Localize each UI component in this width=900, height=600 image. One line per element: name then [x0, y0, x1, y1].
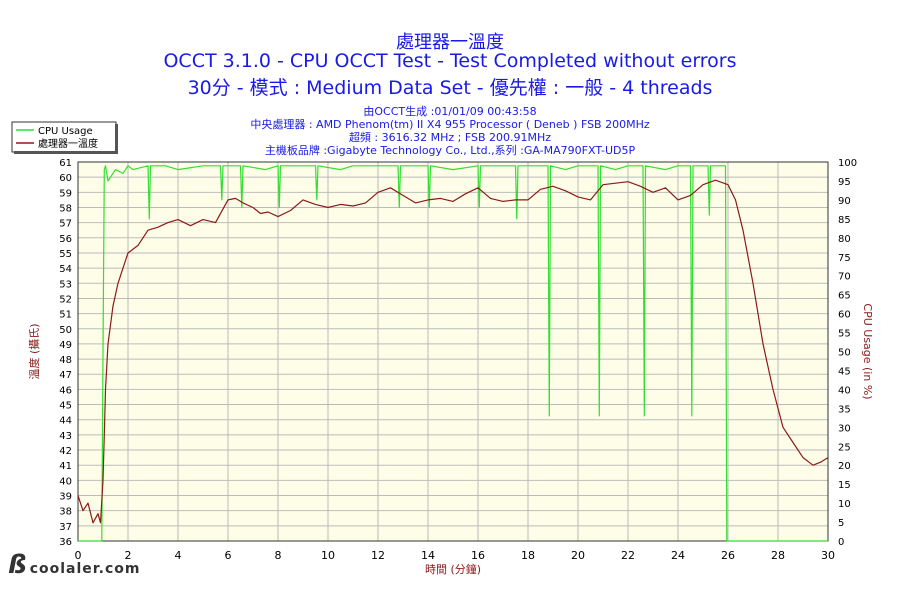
watermark-logo: ß coolaler.com [8, 550, 141, 580]
x-tick-label: 26 [721, 549, 735, 562]
y-left-tick-label: 41 [59, 461, 72, 472]
x-tick-label: 14 [421, 549, 435, 562]
x-tick-label: 18 [521, 549, 535, 562]
y-right-tick-label: 15 [838, 480, 851, 491]
y-left-tick-label: 61 [59, 158, 72, 169]
y-left-tick-label: 54 [59, 264, 72, 275]
y-right-tick-label: 70 [838, 272, 851, 283]
chart-title-line1: 處理器一溫度 [396, 32, 504, 53]
y-left-tick-label: 55 [59, 249, 72, 260]
series-line-cpu-usage [78, 165, 828, 542]
x-tick-label: 0 [75, 549, 82, 562]
x-axis-label: 時間 (分鐘) [425, 562, 481, 576]
x-tick-label: 16 [471, 549, 485, 562]
y-right-tick-label: 90 [838, 196, 851, 207]
y-left-tick-label: 52 [59, 294, 72, 305]
y-left-tick-label: 53 [59, 279, 72, 290]
info-generated-line: 由OCCT生成 :01/01/09 00:43:58 [363, 105, 537, 118]
y-left-tick-label: 36 [59, 537, 72, 548]
y-right-tick-label: 60 [838, 310, 851, 321]
y-left-tick-label: 47 [59, 370, 72, 381]
y-left-tick-label: 45 [59, 401, 72, 412]
chart-title-line3: 30分 - 模式 : Medium Data Set - 優先權 : 一般 - … [187, 77, 713, 99]
y-right-tick-label: 75 [838, 253, 851, 264]
y-right-tick-label: 95 [838, 177, 851, 188]
watermark-glyph-icon: ß [8, 550, 28, 580]
y-right-tick-label: 100 [838, 158, 857, 169]
chart-title-line2: OCCT 3.1.0 - CPU OCCT Test - Test Comple… [163, 50, 737, 72]
watermark-text: coolaler.com [29, 561, 141, 577]
y-right-tick-label: 35 [838, 404, 851, 415]
info-motherboard-line: 主機板品牌 :Gigabyte Technology Co., Ltd.,系列 … [264, 144, 636, 157]
y-left-tick-label: 58 [59, 203, 72, 214]
y-left-tick-label: 60 [59, 173, 72, 184]
legend-box [11, 121, 117, 153]
x-tick-label: 22 [621, 549, 635, 562]
y-left-tick-label: 48 [59, 355, 72, 366]
legend-shadow [115, 124, 118, 154]
y-left-tick-label: 51 [59, 310, 72, 321]
x-tick-label: 4 [175, 549, 182, 562]
y-right-tick-label: 25 [838, 442, 851, 453]
y-right-tick-label: 65 [838, 291, 851, 302]
legend-label: 處理器一溫度 [38, 137, 98, 150]
y-left-tick-label: 46 [59, 385, 72, 396]
y-left-tick-label: 37 [59, 522, 72, 533]
y-right-tick-label: 0 [838, 537, 844, 548]
series-line-temperature [77, 179, 829, 524]
y-right-tick-label: 45 [838, 366, 851, 377]
y-right-tick-label: 5 [838, 518, 844, 529]
y-right-tick-label: 10 [838, 499, 851, 510]
x-tick-label: 30 [821, 549, 835, 562]
y-left-tick-label: 43 [59, 431, 72, 442]
y-left-axis-label: 溫度 (攝氏) [27, 323, 41, 379]
legend-label: CPU Usage [38, 126, 93, 137]
y-left-tick-label: 42 [59, 446, 72, 457]
y-left-tick-label: 56 [59, 234, 72, 245]
y-left-tick-label: 40 [59, 476, 72, 487]
info-cpu-line: 中央處理器 : AMD Phenom(tm) II X4 955 Process… [250, 118, 650, 131]
y-left-tick-label: 50 [59, 325, 72, 336]
plot-background [78, 162, 828, 541]
y-right-tick-label: 55 [838, 329, 851, 340]
y-right-tick-label: 30 [838, 423, 851, 434]
x-tick-label: 20 [571, 549, 585, 562]
y-right-axis-label: CPU Usage (in %) [861, 303, 874, 399]
x-tick-label: 2 [125, 549, 132, 562]
y-left-tick-label: 59 [59, 188, 72, 199]
x-tick-label: 12 [371, 549, 385, 562]
x-tick-label: 24 [671, 549, 685, 562]
y-right-tick-label: 50 [838, 348, 851, 359]
plot-frame [77, 161, 829, 542]
x-tick-label: 8 [275, 549, 282, 562]
y-left-tick-label: 49 [59, 340, 72, 351]
y-right-tick-label: 80 [838, 234, 851, 245]
y-left-tick-label: 39 [59, 492, 72, 503]
y-left-tick-label: 44 [59, 416, 72, 427]
x-tick-label: 10 [321, 549, 335, 562]
y-right-tick-label: 40 [838, 385, 851, 396]
info-overclock-line: 超頻 : 3616.32 MHz ; FSB 200.91MHz [348, 131, 552, 144]
y-right-tick-label: 85 [838, 215, 851, 226]
x-tick-label: 6 [225, 549, 232, 562]
y-left-tick-label: 57 [59, 219, 72, 230]
x-tick-label: 28 [771, 549, 785, 562]
legend-shadow-bottom [14, 151, 118, 154]
y-right-tick-label: 20 [838, 461, 851, 472]
y-left-tick-label: 38 [59, 507, 72, 518]
